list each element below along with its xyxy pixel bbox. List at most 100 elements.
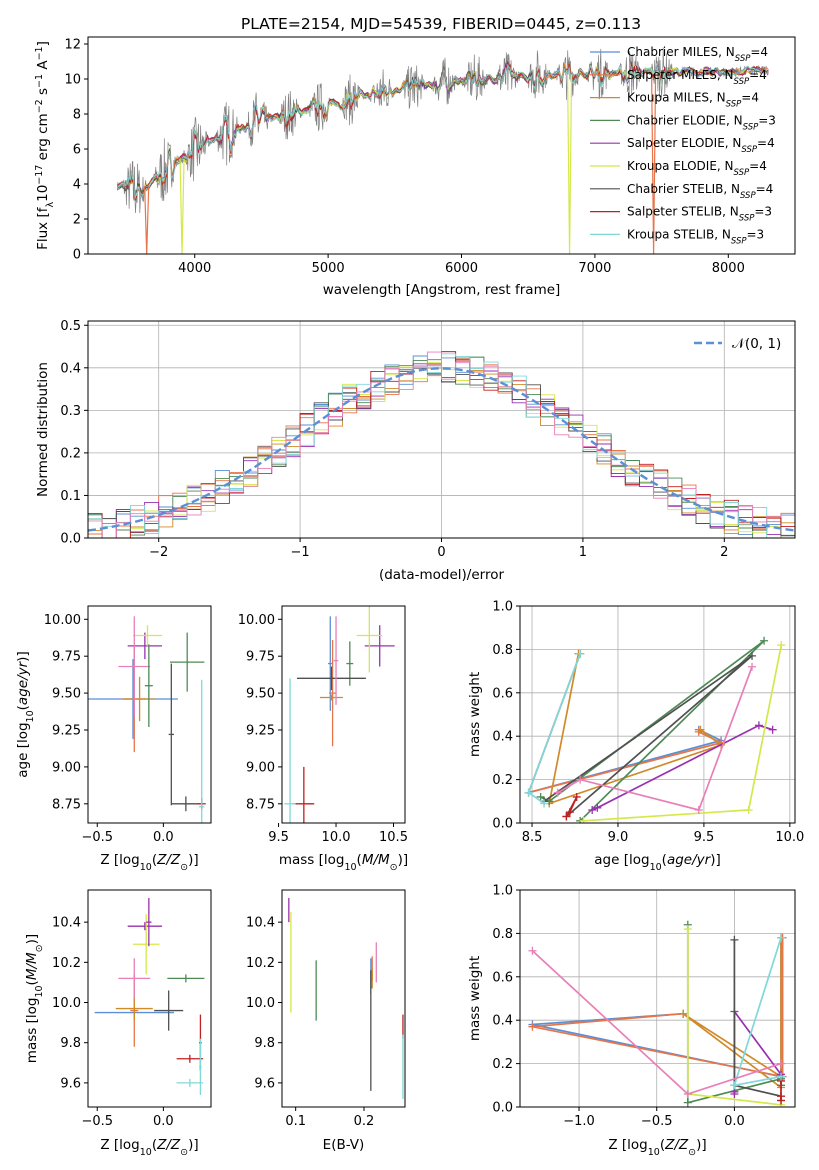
mass-weight-marker — [540, 799, 549, 808]
legend-n: =4 — [749, 159, 767, 173]
legend-label: Kroupa ELODIE, N — [627, 159, 734, 173]
mass-weight-marker — [730, 1089, 739, 1098]
mass-weight-marker — [579, 816, 588, 823]
spectrum-dip — [566, 74, 573, 254]
y-tick-label: 0.8 — [492, 643, 513, 658]
y-axis-label: mass weight — [467, 672, 483, 757]
mass-weight-marker — [748, 662, 757, 671]
x-tick-label: 0.1 — [285, 1114, 306, 1129]
y-tick-label: 9.8 — [60, 1036, 81, 1051]
mass-weight-marker — [528, 946, 537, 955]
label-part: 10 — [648, 1147, 660, 1158]
label-part: )] — [710, 852, 721, 868]
mass-weight-marker — [777, 641, 786, 650]
label-part: age [log — [594, 852, 649, 868]
x-axis-label: E(B-V) — [323, 1137, 365, 1153]
y-tick-label: 9.25 — [52, 724, 81, 739]
x-axis-label: age [log10(age/yr)] — [594, 852, 720, 873]
y-tick-label: 0.1 — [60, 489, 81, 504]
legend-sub: SSP — [726, 100, 742, 110]
y-tick-label: 10.0 — [246, 996, 275, 1011]
label-part: )] — [188, 1137, 199, 1153]
figure-title: PLATE=2154, MJD=54539, FIBERID=0445, z=0… — [241, 15, 641, 33]
mass-weight-marker — [683, 925, 692, 934]
x-tick-label: −2 — [149, 545, 168, 560]
spectrum-dip — [651, 72, 657, 254]
legend-n: =3 — [758, 113, 776, 127]
label-part: ⊙ — [180, 1147, 188, 1158]
y-tick-label: 10.0 — [52, 996, 81, 1011]
label-part: Z/Z — [156, 852, 181, 868]
legend-entry: Kroupa MILES, NSSP=4 — [627, 91, 759, 110]
label-part: ] — [35, 41, 51, 46]
y-tick-label: 10.00 — [238, 613, 275, 628]
legend-sub: SSP — [734, 77, 750, 87]
x-tick-label: 0.0 — [724, 1114, 745, 1129]
label-part: ( — [660, 1137, 665, 1153]
mass-weight-marker — [777, 1096, 786, 1105]
legend-n: =3 — [754, 205, 772, 219]
label-part: )] — [188, 852, 199, 868]
x-tick-label: 6000 — [445, 261, 478, 276]
panel-residuals: −2 −1 0 1 2 0.0 0.1 0.2 0.3 0.4 0.5 (data-model)/er… — [35, 319, 796, 583]
mass-weight-marker — [576, 775, 585, 784]
legend-n: =3 — [747, 227, 765, 241]
legend-entry: Salpeter MILES, NSSP=4 — [627, 68, 767, 87]
mass-weight-marker — [562, 812, 571, 821]
y-tick-label: 0.0 — [492, 1101, 513, 1116]
mass-weight-marker — [777, 1059, 786, 1068]
y-tick-label: 2 — [73, 213, 81, 228]
mass-weight-line — [548, 653, 723, 805]
legend-label: Chabrier STELIB, N — [627, 182, 740, 196]
x-tick-label: 4000 — [178, 261, 211, 276]
x-axis-label: Z [log10(Z/Z⊙)] — [100, 1137, 198, 1158]
label-part: erg cm — [35, 113, 51, 164]
y-axis-label: mass weight — [467, 956, 483, 1041]
x-tick-label: 0.2 — [354, 1114, 375, 1129]
mass-weight-marker — [760, 636, 769, 645]
mass-weight-marker — [524, 788, 533, 797]
plot-area — [524, 636, 786, 823]
legend-label: Salpeter MILES, N — [627, 68, 734, 82]
label-part: λ — [45, 202, 56, 208]
axes-frame — [87, 320, 796, 539]
label-part: mass [log — [24, 998, 40, 1064]
y-tick-label: 9.6 — [60, 1076, 81, 1091]
mass-weight-marker — [536, 792, 545, 801]
y-tick-label: 9.50 — [52, 687, 81, 702]
panel-mass_vs_ebv: 0.1 0.2 9.6 9.8 10.0 10.2 10.4 E(B-V) — [246, 889, 406, 1153]
mass-weight-marker — [777, 1072, 786, 1081]
x-tick-label: 1 — [579, 545, 587, 560]
y-tick-label: 10.2 — [246, 956, 275, 971]
x-tick-label: 10.0 — [322, 830, 351, 845]
axes-frame — [87, 605, 212, 824]
label-part: )] — [15, 651, 31, 662]
plot-area — [116, 47, 769, 254]
histogram-step — [88, 351, 795, 538]
label-part: −1 — [34, 74, 45, 88]
mass-weight-marker — [694, 805, 703, 814]
mass-weight-marker — [683, 1098, 692, 1107]
mass-weight-marker — [768, 725, 777, 734]
legend-entry: Chabrier ELODIE, NSSP=3 — [627, 113, 776, 132]
y-tick-label: 1.0 — [492, 884, 513, 899]
x-axis-label: Z [log10(Z/Z⊙)] — [100, 852, 198, 873]
x-tick-label: 2 — [720, 545, 728, 560]
label-part: Z/Z — [664, 1137, 689, 1153]
x-tick-label: 9.5 — [268, 830, 289, 845]
x-axis-label: Z [log10(Z/Z⊙)] — [608, 1137, 706, 1158]
spectrum-data-line — [116, 47, 769, 214]
label-part: Z/Z — [156, 1137, 181, 1153]
x-axis-label: (data-model)/error — [379, 567, 505, 583]
y-tick-label: 9.75 — [52, 650, 81, 665]
x-tick-label: 8.5 — [522, 830, 543, 845]
mass-weight-marker — [679, 1009, 688, 1018]
x-tick-label: −0.5 — [81, 830, 113, 845]
x-tick-label: 10.5 — [379, 830, 408, 845]
y-tick-label: 9.8 — [254, 1036, 275, 1051]
axes-frame — [87, 889, 212, 1108]
y-tick-label: 0.4 — [492, 730, 513, 745]
legend-entry: Kroupa STELIB, NSSP=3 — [627, 227, 764, 246]
x-tick-label: 0.0 — [153, 830, 174, 845]
x-tick-label: −0.5 — [81, 1114, 113, 1129]
